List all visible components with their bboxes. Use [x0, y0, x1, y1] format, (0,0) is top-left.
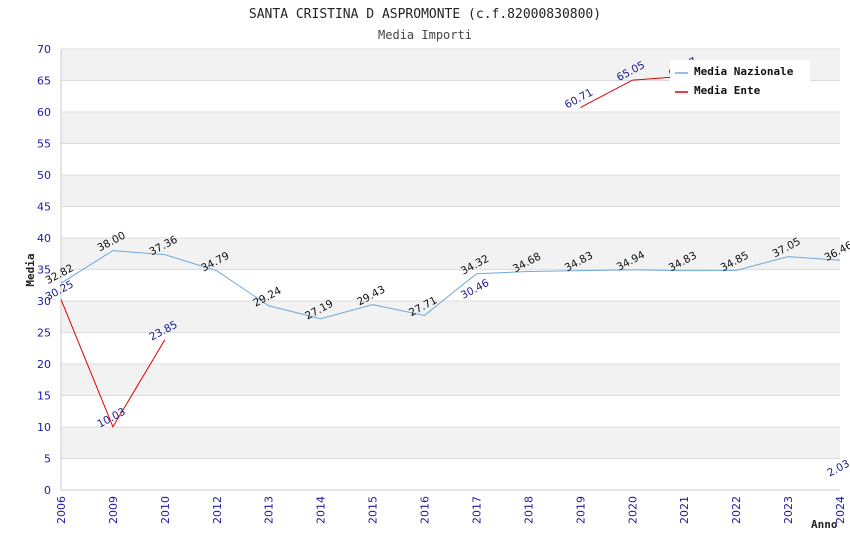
y-tick-label: 5: [44, 453, 51, 466]
series-line-ente: [580, 75, 685, 108]
y-tick-labels: 0 5 10 15 20 25 30 35 40 45 50 55 60 65 70: [37, 43, 51, 497]
y-tick-label: 65: [37, 75, 51, 88]
y-tick-label: 30: [37, 295, 51, 308]
y-tick-label: 25: [37, 327, 51, 340]
y-tick-label: 55: [37, 138, 51, 151]
y-tick-label: 0: [44, 484, 51, 497]
legend-background: [670, 60, 810, 103]
x-tick-label: 2014: [315, 496, 328, 524]
data-label-ente: 2.03: [825, 458, 850, 480]
x-tick-label: 2012: [211, 496, 224, 524]
y-tick-label: 15: [37, 390, 51, 403]
y-tick-label: 50: [37, 169, 51, 182]
y-tick-label: 35: [37, 264, 51, 277]
x-tick-label: 2020: [626, 496, 639, 524]
y-tick-label: 20: [37, 358, 51, 371]
grid-band-55: [61, 112, 840, 144]
y-tick-label: 40: [37, 232, 51, 245]
series-line-nazionale: [60, 250, 841, 320]
legend-label-nazionale: Media Nazionale: [694, 65, 794, 78]
x-tick-label: 2017: [470, 496, 483, 524]
x-tick-label: 2019: [574, 496, 587, 524]
x-tick-label: 2010: [159, 496, 172, 524]
x-tick-labels: 2006 2009 2010 2012 2013 2014 2015 2016 2017 2018…: [55, 496, 847, 524]
series-lines: [60, 75, 841, 428]
x-tick-label: 2015: [367, 496, 380, 524]
x-tick-label: 2009: [107, 496, 120, 524]
x-tick-label: 2013: [263, 496, 276, 524]
x-tick-label: 2022: [730, 496, 743, 524]
y-tick-label: 70: [37, 43, 51, 56]
grid-band-35: [61, 238, 840, 270]
grid-band-25: [61, 301, 840, 333]
y-tick-label: 45: [37, 201, 51, 214]
grid-bands: [61, 49, 840, 459]
x-tick-label: 2023: [782, 496, 795, 524]
grid-band-45: [61, 175, 840, 207]
data-label-ente: 30.46: [459, 277, 491, 302]
grid-band-15: [61, 364, 840, 396]
axes: [60, 49, 840, 491]
x-axis-title: Anno: [811, 518, 838, 531]
chart-subtitle: Media Importi: [378, 28, 472, 42]
y-tick-label: 10: [37, 421, 51, 434]
legend: Media Nazionale Media Ente: [670, 60, 810, 103]
x-tick-label: 2024: [834, 496, 847, 524]
y-tick-label: 60: [37, 106, 51, 119]
series-line-ente: [60, 299, 166, 428]
y-axis-title: Media: [24, 253, 37, 286]
legend-label-ente: Media Ente: [694, 84, 761, 97]
x-tick-label: 2006: [55, 496, 68, 524]
chart-title: SANTA CRISTINA D ASPROMONTE (c.f.8200083…: [249, 7, 601, 22]
data-label-ente: 60.71: [563, 87, 595, 112]
x-tick-label: 2016: [419, 496, 432, 524]
x-tick-label: 2021: [678, 496, 691, 524]
x-tick-label: 2018: [522, 496, 535, 524]
grid-band-5: [61, 427, 840, 459]
